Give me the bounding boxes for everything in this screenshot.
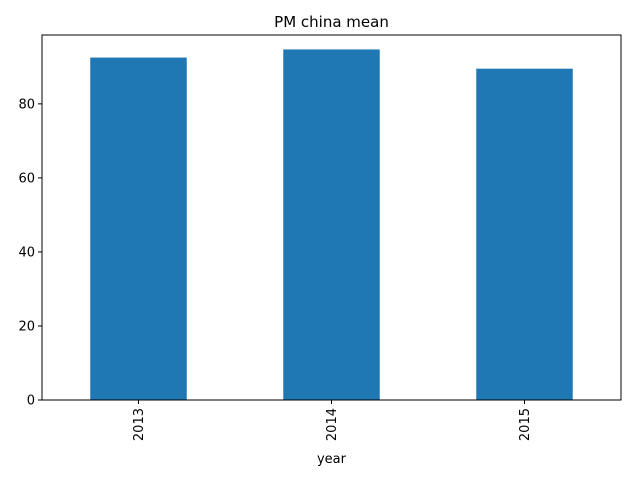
bar-2013 bbox=[90, 57, 187, 400]
bar-2014 bbox=[283, 49, 380, 400]
x-tick-label-2014: 2014 bbox=[325, 408, 340, 441]
bars-group bbox=[90, 49, 573, 400]
y-tick-label-20: 20 bbox=[18, 319, 35, 334]
y-tick-label-80: 80 bbox=[18, 97, 35, 112]
plot-frame bbox=[41, 34, 622, 401]
x-axis: 2013 2014 2015 bbox=[132, 400, 533, 441]
x-tick-label-2013: 2013 bbox=[132, 408, 147, 441]
chart-title: PM china mean bbox=[274, 13, 389, 31]
y-tick-label-0: 0 bbox=[27, 394, 35, 409]
y-tick-label-60: 60 bbox=[18, 171, 35, 186]
y-axis: 0 20 40 60 80 bbox=[18, 97, 42, 409]
bar-2015 bbox=[476, 68, 573, 400]
x-tick-label-2015: 2015 bbox=[518, 408, 533, 441]
y-tick-label-40: 40 bbox=[18, 245, 35, 260]
x-axis-label: year bbox=[317, 452, 347, 467]
